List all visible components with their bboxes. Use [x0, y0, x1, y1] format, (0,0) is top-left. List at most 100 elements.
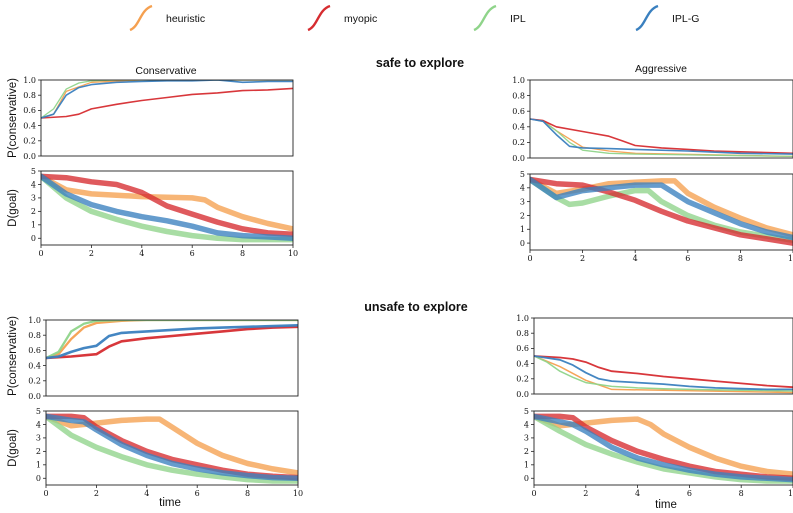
y-tick-label: 1: [520, 225, 525, 234]
legend-swatch: [473, 4, 497, 32]
y-tick-label: 4: [36, 420, 41, 429]
series-line-ipl-g: [534, 355, 793, 391]
legend: heuristic myopic IPL IPL-G: [129, 4, 699, 32]
y-tick-label: 1.0: [28, 316, 41, 325]
x-tick-label: 0: [531, 489, 536, 498]
series-line-ipl-g: [41, 173, 293, 242]
x-tick-label: 8: [240, 249, 245, 258]
legend-item-myopic: myopic: [307, 4, 377, 32]
y-tick-label: 4: [524, 420, 529, 429]
x-tick-label: 10: [788, 254, 793, 263]
x-axis-label: time: [159, 497, 181, 509]
series-group: [534, 413, 793, 484]
x-tick-label: 0: [527, 254, 532, 263]
chart-panel-4: 0.0 0.2 0.4 0.6 0.8 1.0 P(conservative): [7, 316, 299, 401]
x-tick-label: 6: [685, 254, 690, 263]
x-tick-label: 0: [38, 249, 43, 258]
y-tick-label: 1.0: [512, 76, 525, 85]
y-tick-label: 0.8: [23, 91, 36, 100]
x-tick-label: 4: [139, 249, 144, 258]
y-tick-label: 0: [31, 234, 36, 243]
x-tick-label: 10: [788, 489, 793, 498]
plot-frame: [533, 317, 793, 395]
legend-swatch: [635, 4, 659, 32]
y-tick-label: 5: [31, 167, 36, 176]
chart-panel-5: 0 1 2 3 4 5 0 2 4 6 8 10 D(goal) time: [7, 407, 303, 509]
legend-label: heuristic: [166, 13, 205, 25]
plot-frame: [45, 410, 299, 486]
y-tick-label: 2: [36, 447, 41, 456]
y-tick-label: 4: [31, 180, 36, 189]
y-tick-label: 0.4: [23, 121, 36, 130]
x-tick-label: 8: [739, 489, 744, 498]
legend-swatch: [129, 4, 153, 32]
y-tick-label: 0.2: [23, 137, 36, 146]
series-line-ipl: [46, 320, 298, 360]
y-tick-label: 1.0: [516, 314, 529, 323]
y-tick-label: 0: [524, 474, 529, 483]
series-group: [46, 413, 298, 484]
y-tick-label: 5: [524, 407, 529, 416]
series-line-myopic: [534, 355, 793, 389]
legend-item-ipl-g: IPL-G: [635, 4, 699, 32]
x-tick-label: 4: [635, 489, 640, 498]
series-line-ipl-g: [46, 413, 298, 482]
legend-item-heuristic: heuristic: [129, 4, 205, 32]
series-line-ipl-g: [530, 176, 793, 241]
x-tick-label: 2: [94, 489, 99, 498]
y-tick-label: 0.2: [512, 138, 525, 147]
y-tick-label: 0: [36, 474, 41, 483]
y-tick-label: 0.8: [516, 329, 529, 338]
series-group: [41, 173, 293, 243]
y-tick-label: 2: [31, 207, 36, 216]
series-line-heuristic: [41, 173, 293, 232]
y-tick-label: 0.0: [28, 392, 41, 401]
y-tick-label: 0.6: [28, 346, 41, 355]
series-line-heuristic: [41, 80, 293, 119]
y-tick-label: 0: [520, 239, 525, 248]
y-tick-label: 4: [520, 184, 525, 193]
series-line-ipl-g: [530, 118, 793, 155]
x-tick-label: 6: [195, 489, 200, 498]
x-tick-label: 10: [293, 489, 303, 498]
series-line-ipl-g: [41, 80, 293, 119]
x-tick-label: 6: [687, 489, 692, 498]
y-tick-label: 1: [36, 461, 41, 470]
y-tick-label: 2: [520, 211, 525, 220]
y-tick-label: 3: [36, 434, 41, 443]
series-group: [534, 355, 793, 394]
y-tick-label: 0.2: [516, 375, 529, 384]
series-group: [41, 80, 293, 119]
y-tick-label: 0.8: [512, 91, 525, 100]
y-tick-label: 3: [524, 434, 529, 443]
series-group: [530, 176, 793, 246]
series-line-ipl: [41, 173, 293, 243]
series-line-ipl: [534, 355, 793, 392]
x-tick-label: 4: [144, 489, 149, 498]
x-tick-label: 0: [43, 489, 48, 498]
series-line-myopic: [41, 173, 293, 237]
panels: 0.00.20.40.60.81.0P(conservative) 0 1 2 3 4 5 0…: [7, 76, 793, 511]
x-tick-label: 6: [190, 249, 195, 258]
series-line-heuristic: [534, 355, 793, 394]
legend-swatch: [307, 4, 331, 32]
x-tick-label: 8: [245, 489, 250, 498]
series-group: [46, 320, 298, 360]
legend-label: myopic: [344, 13, 377, 25]
panel-title-conservative: Conservative: [135, 65, 196, 77]
y-tick-label: 0.6: [516, 344, 529, 353]
panel-title-aggressive: Aggressive: [635, 63, 687, 75]
x-tick-label: 10: [288, 249, 298, 258]
y-tick-label: 2: [524, 447, 529, 456]
y-tick-label: 1: [31, 221, 36, 230]
x-axis-label: time: [655, 499, 677, 511]
x-tick-label: 2: [583, 489, 588, 498]
x-tick-label: 8: [738, 254, 743, 263]
y-tick-label: 3: [31, 194, 36, 203]
y-tick-label: 0.0: [512, 154, 525, 163]
series-line-myopic: [530, 176, 793, 246]
y-tick-label: 3: [520, 197, 525, 206]
chart-panel-1: 0 1 2 3 4 5 0 2 4 6 8 10 D(goal): [7, 167, 298, 258]
plot-frame: [529, 79, 793, 159]
